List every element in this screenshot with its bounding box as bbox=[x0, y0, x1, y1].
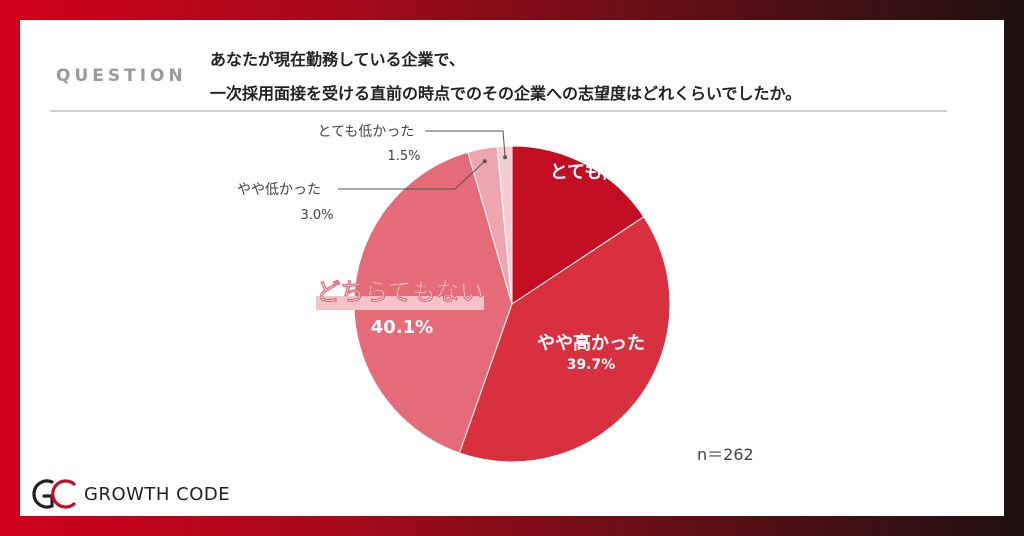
slice-label-5: とても低かった bbox=[318, 124, 415, 140]
pie-slice-1 bbox=[511, 145, 645, 305]
slice-3-highlight bbox=[316, 296, 484, 310]
slice-value-3: 40.1% bbox=[371, 317, 433, 338]
slice-label-1: とても高かった bbox=[550, 161, 675, 183]
logo-text: GROWTH CODE bbox=[84, 483, 231, 505]
question-text-line2: 一次採用面接を受ける直前の時点でのその企業への志望度はどれくらいでしたか。 bbox=[210, 84, 802, 103]
slice-label-3: どちらでもない bbox=[316, 278, 483, 306]
growth-code-logo-icon bbox=[32, 479, 76, 509]
leader-dot-5 bbox=[503, 155, 508, 160]
leader-dot-4 bbox=[482, 159, 487, 164]
slice-label-4: やや低かった bbox=[237, 182, 321, 198]
header-divider bbox=[50, 110, 947, 112]
pie-slice-2 bbox=[458, 216, 671, 463]
leader-line-4 bbox=[338, 160, 486, 190]
slice-value-1: 15.7% bbox=[634, 187, 683, 203]
slice-value-5: 1.5% bbox=[387, 149, 420, 164]
question-label: QUESTION bbox=[56, 66, 187, 86]
slice-value-2: 39.7% bbox=[567, 357, 616, 373]
leader-line-5 bbox=[425, 130, 506, 158]
question-text-line1: あなたが現在勤務している企業で、 bbox=[210, 50, 465, 69]
slice-value-4: 3.0% bbox=[300, 208, 333, 223]
sample-size: n＝262 bbox=[697, 445, 754, 464]
slice-label-2: やや高かった bbox=[537, 332, 645, 354]
brand-logo: GROWTH CODE bbox=[30, 474, 230, 514]
